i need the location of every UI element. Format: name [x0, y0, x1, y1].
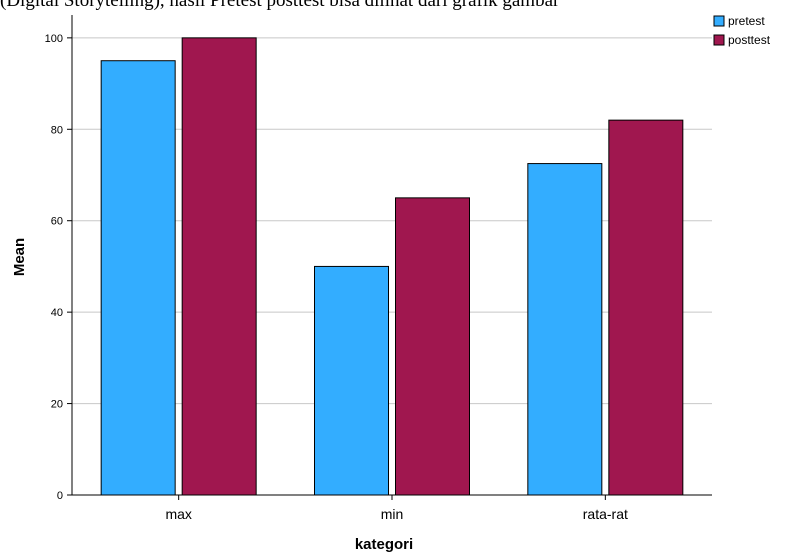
y-tick-label: 40: [51, 307, 63, 319]
y-tick-label: 0: [57, 490, 63, 502]
y-axis-title: Mean: [11, 238, 28, 276]
legend-label-posttest: posttest: [728, 33, 771, 47]
axes: [67, 15, 712, 500]
x-tick-label: rata-rat: [583, 506, 628, 522]
axis-labels: 0 20 40 60 80 100 max min rata-rat: [45, 33, 628, 522]
legend-swatch-pretest: [713, 15, 725, 27]
y-tick-label: 60: [51, 216, 63, 228]
bar-pretest-rata-rat: [527, 163, 603, 496]
bar-posttest-rata-rat: [608, 119, 684, 496]
x-tick-label: min: [381, 506, 404, 522]
bar-posttest-max: [181, 37, 257, 496]
grid-lines: [72, 37, 712, 405]
bars: [100, 37, 684, 496]
y-tick-label: 80: [51, 124, 63, 136]
y-tick-label: 100: [45, 33, 63, 45]
legend-label-pretest: pretest: [728, 14, 765, 28]
bar-pretest-min: [314, 265, 389, 496]
page-header-text: (Digital Storytelling), hasil Pretest po…: [0, 0, 560, 11]
x-axis-title: kategori: [355, 536, 413, 553]
bar-posttest-min: [395, 197, 470, 496]
legend: pretest posttest: [713, 14, 771, 47]
bar-pretest-max: [100, 60, 176, 496]
y-tick-label: 20: [51, 399, 63, 411]
x-tick-label: max: [165, 506, 191, 522]
legend-swatch-posttest: [713, 34, 725, 46]
